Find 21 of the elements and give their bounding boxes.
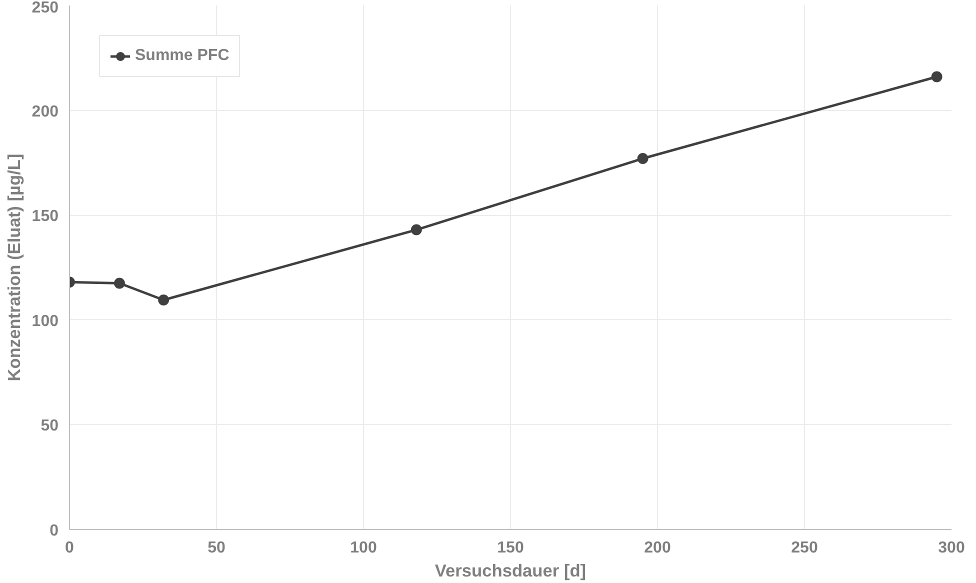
point — [410, 224, 422, 236]
point — [158, 294, 170, 306]
y-tick-label: 50 — [40, 418, 59, 435]
x-tick-label: 150 — [497, 540, 524, 556]
x-tick-label: 0 — [65, 540, 74, 556]
y-axis-title: Konzentration (Eluat) [µg/L] — [4, 154, 24, 382]
point — [114, 278, 125, 289]
y-tick-label: 200 — [32, 103, 59, 120]
x-tick-label: 300 — [938, 540, 965, 556]
point — [637, 153, 648, 164]
legend-label: Summe PFC — [135, 47, 230, 65]
y-tick-label: 250 — [32, 0, 59, 16]
x-tick-label: 100 — [350, 540, 377, 556]
y-tick-label: 100 — [32, 312, 59, 330]
y-tick-label: 0 — [50, 522, 59, 540]
x-axis-title: Versuchsdauer [d] — [434, 560, 586, 580]
x-tick-label: 250 — [791, 540, 818, 556]
point — [931, 71, 942, 82]
y-tick-label: 150 — [32, 208, 59, 226]
x-tick-label: 200 — [644, 540, 671, 556]
x-tick-label: 50 — [208, 540, 226, 556]
